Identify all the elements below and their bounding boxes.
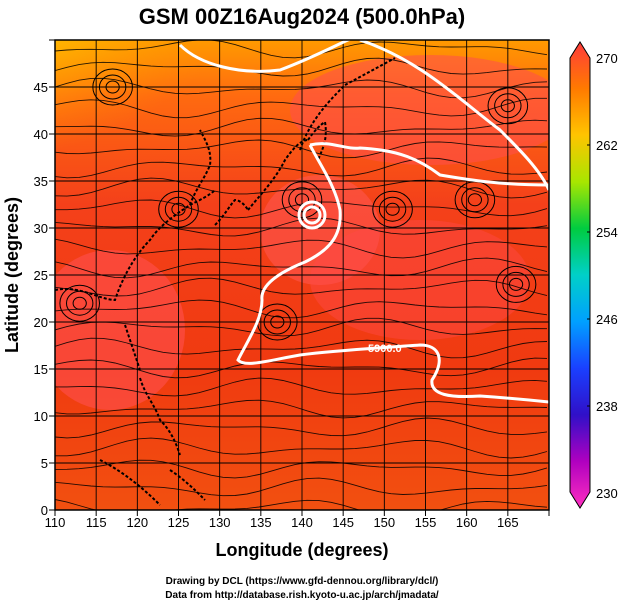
x-tick-label: 160 [456, 515, 478, 530]
vortex-circulation [461, 187, 489, 213]
vortex-circulation [502, 271, 530, 297]
x-axis-label: Longitude (degrees) [215, 540, 388, 560]
y-tick-label: 30 [34, 221, 48, 236]
colorbar: 270 262 254 246 238 230 [569, 41, 618, 509]
vortex-circulation [495, 265, 537, 303]
x-tick-label: 165 [497, 515, 519, 530]
x-tick-label: 115 [86, 515, 107, 530]
vortex-circulation [59, 284, 100, 322]
y-tick-label: 40 [34, 127, 48, 142]
cold-region-yellow [55, 40, 270, 160]
y-tick-label: 15 [34, 362, 48, 377]
vortex-circulation [72, 296, 87, 310]
x-tick-label: 125 [168, 515, 190, 530]
x-tick-label: 145 [332, 515, 354, 530]
warm-region-west [55, 250, 185, 410]
x-tick-label: 150 [373, 515, 395, 530]
map-plot-area: 5900.0 [55, 40, 549, 510]
x-tick-label: 155 [415, 515, 437, 530]
vortex-circulation [66, 290, 94, 316]
colorbar-tick-label: 238 [596, 399, 618, 414]
coastlines [55, 57, 396, 506]
x-tick-label: 130 [209, 515, 231, 530]
y-tick-labels: 0 5 10 15 20 25 30 35 40 45 [34, 80, 48, 518]
colorbar-tick-label: 254 [596, 225, 618, 240]
y-tick-label: 5 [41, 456, 48, 471]
colorbar-tick-label: 230 [596, 486, 618, 501]
y-tick-label: 10 [34, 409, 48, 424]
y-tick-label: 35 [34, 174, 48, 189]
credit-data: Data from http://database.rish.kyoto-u.a… [165, 590, 439, 601]
warm-region-typhoon [260, 175, 380, 285]
chart-title: GSM 00Z16Aug2024 (500.0hPa) [139, 4, 465, 29]
y-axis-label: Latitude (degrees) [2, 197, 22, 353]
geopotential-contours [178, 40, 549, 404]
x-tick-label: 110 [45, 515, 66, 530]
contour-label: 5900.0 [368, 343, 402, 355]
y-tick-label: 0 [41, 503, 48, 518]
x-tick-label: 135 [250, 515, 272, 530]
colorbar-scale [569, 41, 591, 509]
vortex-circulation [508, 277, 524, 291]
colorbar-ticks [587, 144, 590, 407]
warm-region-central [310, 220, 530, 340]
y-tick-label: 20 [34, 315, 48, 330]
streamline [55, 499, 548, 510]
y-tick-label: 45 [34, 80, 48, 95]
vortex-circulation [385, 202, 400, 216]
graticule [55, 40, 549, 510]
y-tick-label: 25 [34, 268, 48, 283]
warm-region-northeast [290, 55, 549, 165]
axis-ticks [49, 39, 550, 516]
credit-drawing: Drawing by DCL (https://www.gfd-dennou.o… [166, 576, 439, 587]
vortex-circulation [467, 193, 482, 207]
x-tick-labels: 110 115 120 125 130 135 140 145 150 155 … [45, 515, 519, 530]
x-tick-label: 120 [126, 515, 148, 530]
x-tick-label: 140 [291, 515, 313, 530]
vortex-circulation [378, 196, 407, 222]
colorbar-tick-label: 246 [596, 312, 618, 327]
vortex-circulation [372, 190, 413, 228]
colorbar-tick-label: 262 [596, 138, 618, 153]
colorbar-tick-label: 270 [596, 51, 618, 66]
